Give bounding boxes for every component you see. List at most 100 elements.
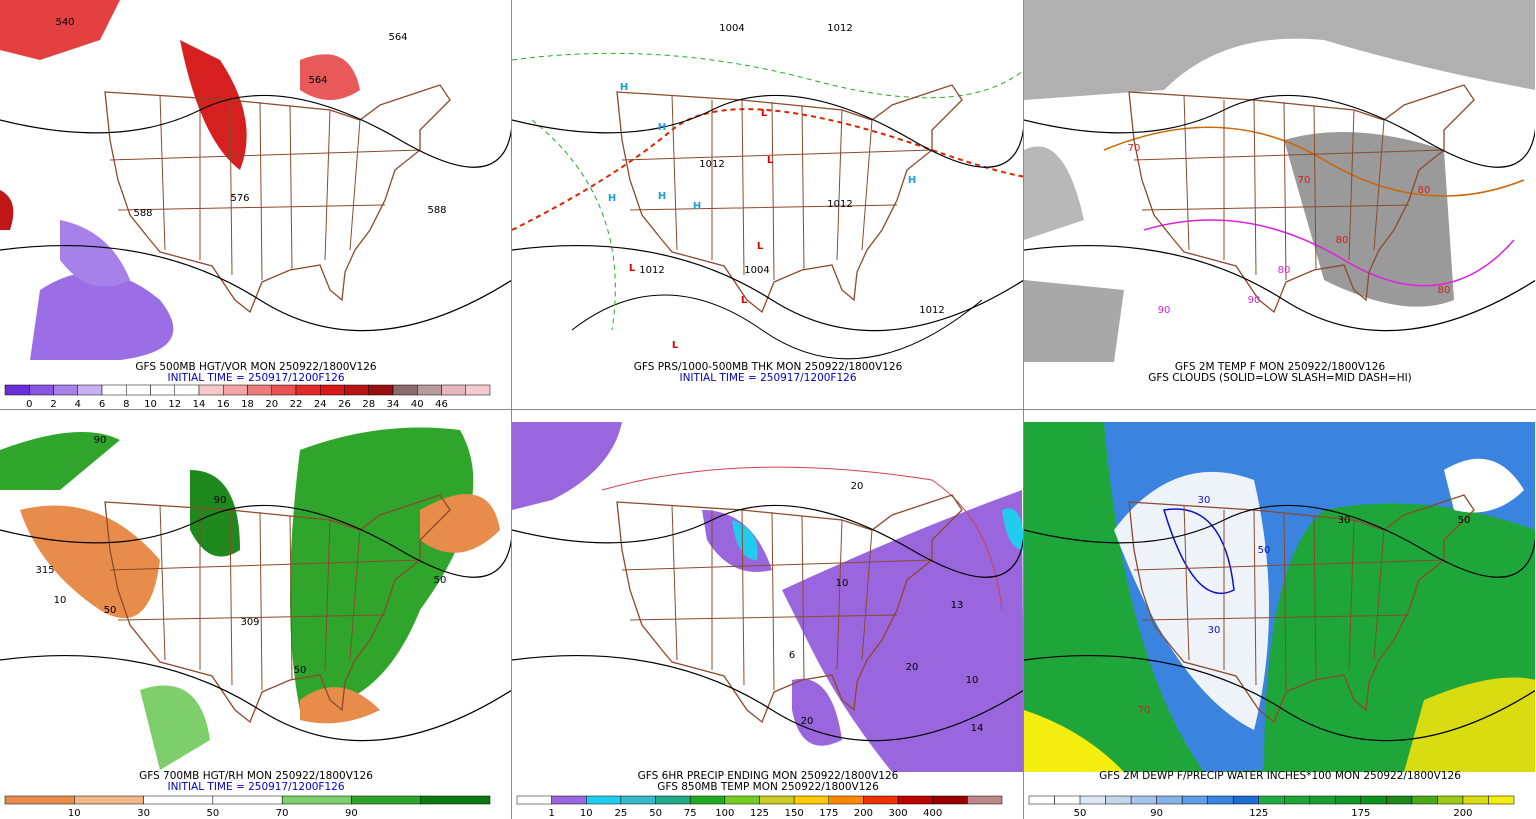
map-label: 564 [388, 32, 407, 43]
map-area: 20 13 10 6 20 14 10 20 [512, 422, 1023, 772]
colorbar-swatch [516, 795, 552, 805]
map-label: 315 [35, 565, 54, 576]
colorbar-swatch [53, 384, 78, 396]
colorbar-swatch [551, 795, 587, 805]
colorbar-label: 8 [123, 399, 129, 410]
colorbar-label: 26 [338, 399, 351, 410]
map-label: 70 [1138, 705, 1151, 716]
contour [0, 654, 511, 742]
map-label: H [620, 82, 628, 93]
weather-field [20, 505, 160, 619]
weather-field [1143, 219, 1515, 287]
colorbar-swatch [4, 384, 30, 396]
state-borders [1133, 504, 1445, 691]
map-label: 30 [1208, 625, 1221, 636]
map-label: H [908, 175, 916, 186]
colorbar-swatch [586, 795, 622, 805]
colorbar-label: 25 [615, 808, 628, 819]
map-area: 315 309 50 90 10 50 50 90 [0, 422, 511, 772]
colorbar-swatch [174, 384, 200, 396]
colorbar-swatch [1462, 795, 1489, 805]
state-borders [109, 504, 421, 691]
map-label: H [658, 191, 666, 202]
map-panel: 20 13 10 6 20 14 10 20 GFS 6HR PRECIP ENDING MON… [512, 422, 1023, 819]
colorbar-label: 10 [580, 808, 593, 819]
colorbar-label: 12 [168, 399, 181, 410]
weather-field [1024, 280, 1124, 362]
colorbar-swatch [1105, 795, 1132, 805]
coastline [1128, 494, 1475, 724]
map-label: 90 [1158, 305, 1171, 316]
colorbar-swatch [441, 384, 466, 396]
colorbar-swatch [967, 795, 1003, 805]
map-panel: 315 309 50 90 10 50 50 90 GFS 700MB HGT/RH MON 2… [0, 422, 511, 819]
map-area: 70 80 90 80 70 90 80 80 [1024, 0, 1535, 362]
caption: GFS 850MB TEMP MON 250922/1800V126 [657, 781, 879, 793]
colorbar-swatch [320, 384, 345, 396]
map-background [512, 0, 1023, 362]
caption: GFS 2M DEWP F/PRECIP WATER INCHES*100 MO… [1099, 770, 1461, 782]
map-label: 50 [434, 575, 447, 586]
colorbar-swatch [1207, 795, 1234, 805]
contour [1024, 504, 1535, 578]
map-label: 80 [1418, 185, 1431, 196]
colorbar-swatch [1335, 795, 1362, 805]
colorbar-label: 18 [241, 399, 254, 410]
colorbar-swatch [150, 384, 175, 396]
weather-field [601, 466, 1003, 611]
map-label: 80 [1438, 285, 1451, 296]
colorbar-swatch [1232, 795, 1259, 805]
weather-field [300, 54, 360, 100]
colorbar-swatch [223, 384, 248, 396]
caption: INITIAL TIME = 250917/1200F126 [167, 372, 344, 384]
colorbar-label: 175 [1351, 808, 1370, 819]
colorbar-swatch [1181, 795, 1208, 805]
colorbar-swatch [295, 384, 321, 396]
map-label: 588 [427, 205, 446, 216]
colorbar-swatch [932, 795, 968, 805]
colorbar-label: 75 [684, 808, 697, 819]
map-label: 10 [54, 595, 67, 606]
map-label: H [608, 193, 616, 204]
colorbar-swatch [351, 795, 421, 805]
contour [0, 244, 511, 332]
colorbar-label: 400 [923, 808, 942, 819]
colorbar-swatch [1411, 795, 1438, 805]
contour [512, 94, 1023, 168]
map-label: 1004 [744, 265, 769, 276]
map-label: 30 [1198, 495, 1211, 506]
map-label: 1012 [827, 199, 852, 210]
colorbar-label: 14 [193, 399, 206, 410]
colorbar-label: 20 [265, 399, 278, 410]
colorbar-label: 200 [854, 808, 873, 819]
weather-field [1002, 508, 1023, 550]
colorbar-label: 2 [50, 399, 56, 410]
weather-field [531, 119, 616, 331]
map-label: L [761, 108, 768, 119]
map-label: 30 [1338, 515, 1351, 526]
colorbar-label: 4 [75, 399, 81, 410]
colorbar-label: 90 [1150, 808, 1163, 819]
colorbar-label: 1 [548, 808, 554, 819]
colorbar-swatch [212, 795, 283, 805]
colorbar-label: 90 [345, 808, 358, 819]
colorbar-label: 46 [435, 399, 448, 410]
colorbar-label: 28 [362, 399, 375, 410]
colorbar-swatch [392, 384, 418, 396]
map-panel: 540 564 564 576 588 588 GFS 500MB HGT/VOR MON … [0, 0, 511, 410]
colorbar-swatch [247, 384, 272, 396]
colorbar-swatch [29, 384, 54, 396]
contour [0, 94, 511, 168]
colorbar-swatch [344, 384, 369, 396]
contour [512, 244, 1023, 332]
map-panel: 30 30 50 30 50 70 GFS 2M DEWP F/PRECIP WATER I… [1024, 422, 1535, 819]
map-label: 70 [1298, 175, 1311, 186]
map-label: 10 [966, 675, 979, 686]
map-label: 1012 [919, 305, 944, 316]
colorbar-swatch [1284, 795, 1311, 805]
weather-field [1444, 458, 1524, 513]
colorbar-label: 50 [206, 808, 219, 819]
weather-field [0, 432, 120, 490]
colorbar-label: 50 [649, 808, 662, 819]
coastline [616, 84, 963, 314]
